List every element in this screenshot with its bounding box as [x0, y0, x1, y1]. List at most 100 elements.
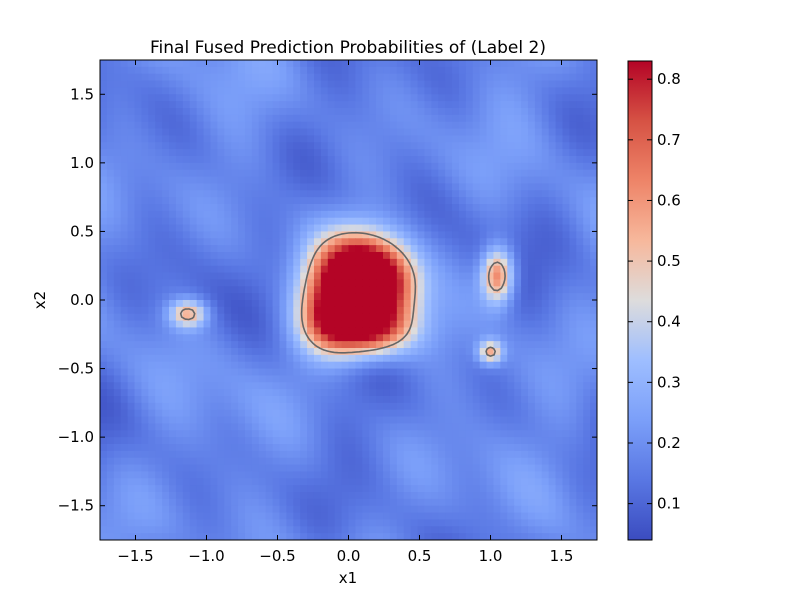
heatmap-cell	[141, 60, 149, 68]
heatmap-cell	[562, 210, 570, 219]
heatmap-cell	[293, 368, 301, 377]
heatmap-cell	[486, 135, 495, 143]
heatmap-cell	[376, 176, 384, 185]
heatmap-cell	[376, 389, 384, 397]
heatmap-cell	[569, 354, 577, 363]
heatmap-cell	[362, 252, 370, 260]
heatmap-cell	[362, 293, 370, 301]
heatmap-cell	[445, 210, 453, 219]
heatmap-cell	[106, 279, 115, 287]
heatmap-cell	[417, 341, 426, 349]
heatmap-cell	[334, 197, 343, 205]
heatmap-cell	[438, 354, 446, 363]
heatmap-cell	[141, 409, 149, 418]
heatmap-cell	[141, 204, 149, 212]
heatmap-cell	[341, 409, 350, 418]
heatmap-cell	[217, 114, 225, 123]
heatmap-cell	[106, 437, 115, 445]
heatmap-cell	[514, 94, 522, 102]
heatmap-cell	[203, 334, 212, 342]
heatmap-cell	[417, 217, 426, 226]
heatmap-cell	[369, 396, 377, 404]
heatmap-cell	[286, 204, 294, 212]
heatmap-cell	[238, 101, 246, 109]
heatmap-cell	[327, 265, 336, 274]
heatmap-cell	[113, 313, 122, 322]
heatmap-cell	[348, 409, 356, 418]
heatmap-cell	[355, 217, 363, 226]
heatmap-cell	[555, 142, 564, 150]
heatmap-cell	[438, 80, 446, 89]
heatmap-cell	[500, 498, 508, 507]
heatmap-cell	[555, 375, 564, 383]
heatmap-cell	[307, 361, 315, 370]
heatmap-cell	[576, 402, 584, 411]
heatmap-cell	[493, 245, 501, 253]
heatmap-cell	[369, 334, 377, 342]
heatmap-cell	[127, 272, 136, 281]
heatmap-cell	[458, 190, 467, 198]
heatmap-cell	[224, 533, 232, 540]
heatmap-cell	[272, 108, 281, 116]
heatmap-cell	[127, 423, 136, 431]
heatmap-cell	[320, 519, 329, 527]
heatmap-cell	[541, 108, 550, 116]
heatmap-cell	[334, 128, 343, 137]
heatmap-cell	[583, 121, 591, 130]
heatmap-cell	[224, 142, 232, 150]
heatmap-cell	[286, 176, 294, 185]
heatmap-cell	[562, 444, 570, 452]
heatmap-cell	[376, 258, 384, 267]
heatmap-cell	[169, 313, 177, 322]
heatmap-cell	[486, 519, 495, 527]
heatmap-cell	[251, 512, 260, 521]
heatmap-cell	[286, 162, 294, 171]
heatmap-cell	[238, 313, 246, 322]
heatmap-cell	[251, 128, 260, 137]
heatmap-cell	[182, 471, 191, 479]
heatmap-cell	[389, 176, 398, 185]
heatmap-cell	[307, 382, 315, 390]
heatmap-cell	[334, 245, 343, 253]
heatmap-cell	[479, 368, 488, 377]
heatmap-cell	[120, 162, 129, 171]
heatmap-cell	[369, 402, 377, 411]
heatmap-cell	[479, 73, 488, 82]
heatmap-cell	[106, 60, 115, 68]
heatmap-cell	[479, 217, 488, 226]
heatmap-cell	[210, 156, 218, 164]
heatmap-cell	[348, 375, 356, 383]
heatmap-cell	[265, 444, 274, 452]
heatmap-cell	[169, 162, 177, 171]
heatmap-cell	[141, 293, 149, 301]
heatmap-cell	[548, 334, 557, 342]
heatmap-cell	[396, 478, 405, 486]
heatmap-cell	[279, 169, 287, 178]
heatmap-cell	[293, 334, 301, 342]
heatmap-cell	[334, 457, 343, 466]
heatmap-cell	[196, 258, 205, 267]
heatmap-cell	[265, 190, 274, 198]
heatmap-cell	[376, 498, 384, 507]
heatmap-cell	[134, 444, 143, 452]
heatmap-cell	[452, 471, 460, 479]
heatmap-cell	[548, 252, 557, 260]
heatmap-cell	[479, 210, 488, 219]
heatmap-cell	[583, 464, 591, 473]
heatmap-cell	[590, 485, 597, 493]
heatmap-cell	[182, 279, 191, 287]
heatmap-cell	[182, 224, 191, 233]
heatmap-cell	[383, 375, 391, 383]
heatmap-cell	[100, 272, 108, 281]
heatmap-cell	[286, 217, 294, 226]
heatmap-cell	[134, 313, 143, 322]
heatmap-cell	[376, 327, 384, 335]
heatmap-cell	[106, 416, 115, 425]
heatmap-cell	[590, 279, 597, 287]
heatmap-cell	[403, 101, 412, 109]
heatmap-cell	[389, 231, 398, 239]
heatmap-cell	[313, 210, 322, 219]
heatmap-cell	[134, 320, 143, 329]
heatmap-cell	[196, 162, 205, 171]
heatmap-cell	[376, 361, 384, 370]
